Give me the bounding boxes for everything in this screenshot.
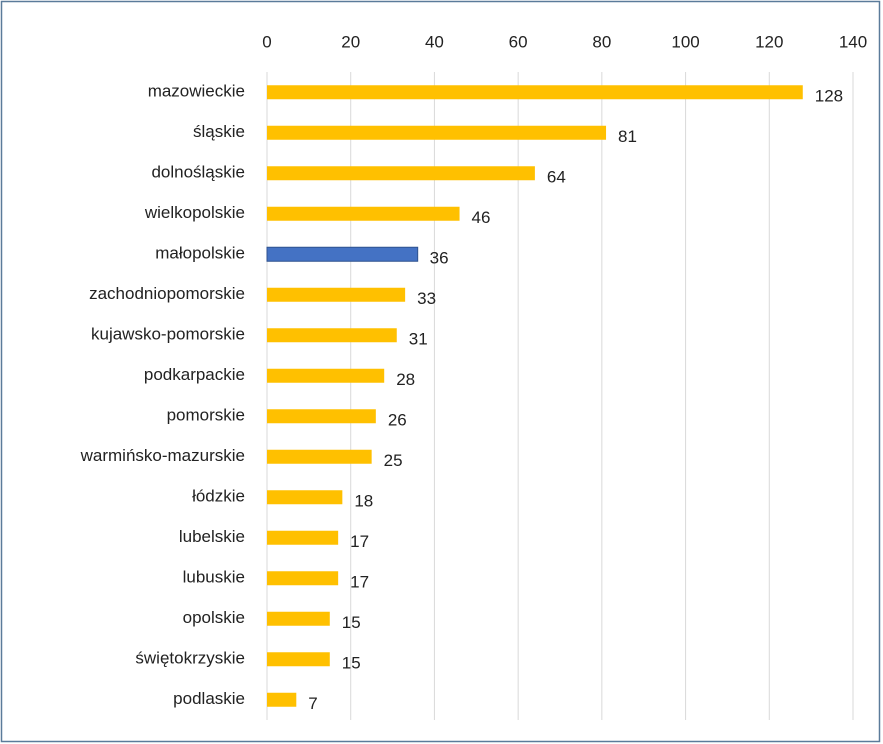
y-tick-label: kujawsko-pomorskie xyxy=(91,325,245,344)
data-label: 128 xyxy=(815,87,843,106)
bar xyxy=(267,166,535,181)
data-label: 17 xyxy=(350,532,369,551)
data-label: 33 xyxy=(417,289,436,308)
x-tick-label: 60 xyxy=(509,32,528,51)
data-label: 15 xyxy=(342,654,361,673)
data-label: 26 xyxy=(388,411,407,430)
y-tick-label: małopolskie xyxy=(155,244,245,263)
x-tick-label: 20 xyxy=(341,32,360,51)
bar xyxy=(267,490,343,505)
bar xyxy=(267,409,376,424)
bar xyxy=(267,611,330,626)
data-label: 15 xyxy=(342,613,361,632)
data-label: 25 xyxy=(384,451,403,470)
data-label: 17 xyxy=(350,573,369,592)
bar xyxy=(267,287,406,302)
data-label: 46 xyxy=(472,208,491,227)
x-tick-label: 100 xyxy=(671,32,699,51)
x-tick-label: 80 xyxy=(592,32,611,51)
x-tick-label: 40 xyxy=(425,32,444,51)
y-tick-label: mazowieckie xyxy=(148,82,245,101)
y-tick-label: łódzkie xyxy=(192,487,245,506)
bar xyxy=(267,85,803,100)
x-tick-label: 0 xyxy=(262,32,271,51)
data-label: 81 xyxy=(618,127,637,146)
data-label: 7 xyxy=(308,694,317,713)
y-tick-label: podkarpackie xyxy=(144,365,245,384)
y-tick-label: lubelskie xyxy=(179,527,245,546)
bar xyxy=(267,652,330,667)
data-label: 18 xyxy=(354,492,373,511)
y-tick-label: dolnośląskie xyxy=(151,163,245,182)
y-tick-label: wielkopolskie xyxy=(144,203,245,222)
bar xyxy=(267,571,339,586)
bar xyxy=(267,530,339,545)
x-tick-label: 120 xyxy=(755,32,783,51)
y-tick-label: podlaskie xyxy=(173,689,245,708)
y-tick-label: lubuskie xyxy=(183,568,245,587)
y-tick-label: opolskie xyxy=(183,608,245,627)
y-tick-label: zachodniopomorskie xyxy=(89,284,245,303)
data-label: 28 xyxy=(396,370,415,389)
y-tick-label: warmińsko-mazurskie xyxy=(80,446,245,465)
bar xyxy=(267,328,397,343)
bar xyxy=(267,368,385,383)
bar xyxy=(267,449,372,464)
y-tick-label: śląskie xyxy=(193,122,245,141)
bar xyxy=(266,246,419,262)
y-tick-label: pomorskie xyxy=(167,406,245,425)
bar xyxy=(267,692,297,707)
data-label: 36 xyxy=(430,249,449,268)
data-label: 64 xyxy=(547,168,566,187)
x-tick-label: 140 xyxy=(839,32,867,51)
data-label: 31 xyxy=(409,330,428,349)
bar xyxy=(267,206,460,221)
bar xyxy=(267,125,607,140)
y-tick-label: świętokrzyskie xyxy=(135,649,245,668)
